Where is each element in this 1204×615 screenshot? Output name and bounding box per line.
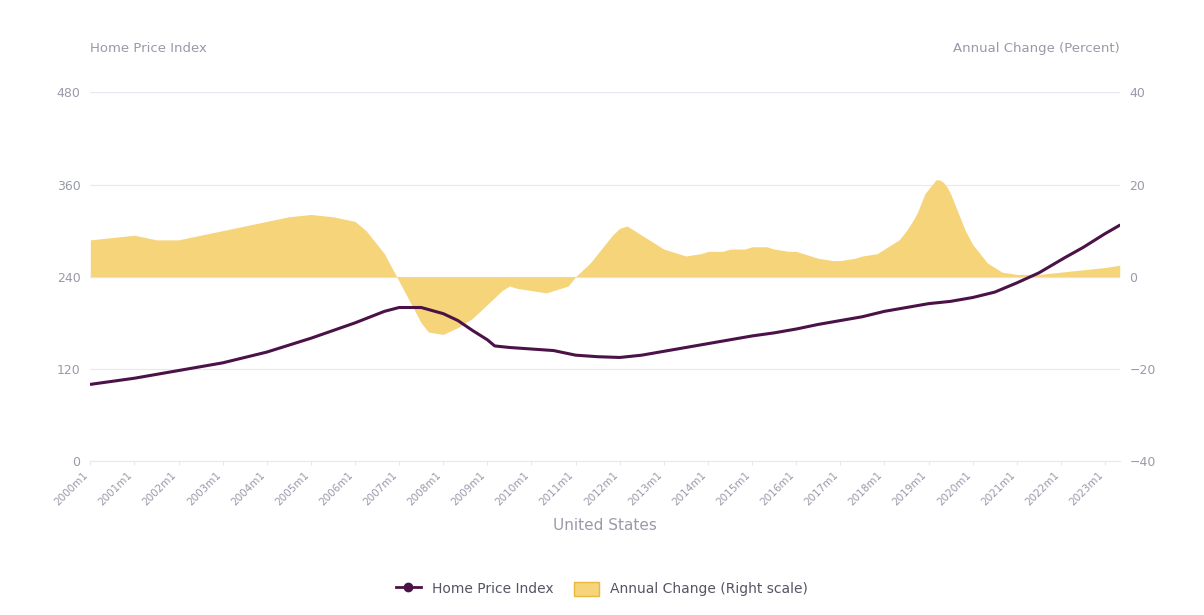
Text: Annual Change (Percent): Annual Change (Percent)	[954, 42, 1120, 55]
Legend: Home Price Index, Annual Change (Right scale): Home Price Index, Annual Change (Right s…	[390, 576, 814, 602]
X-axis label: United States: United States	[553, 518, 657, 533]
Text: Home Price Index: Home Price Index	[90, 42, 207, 55]
